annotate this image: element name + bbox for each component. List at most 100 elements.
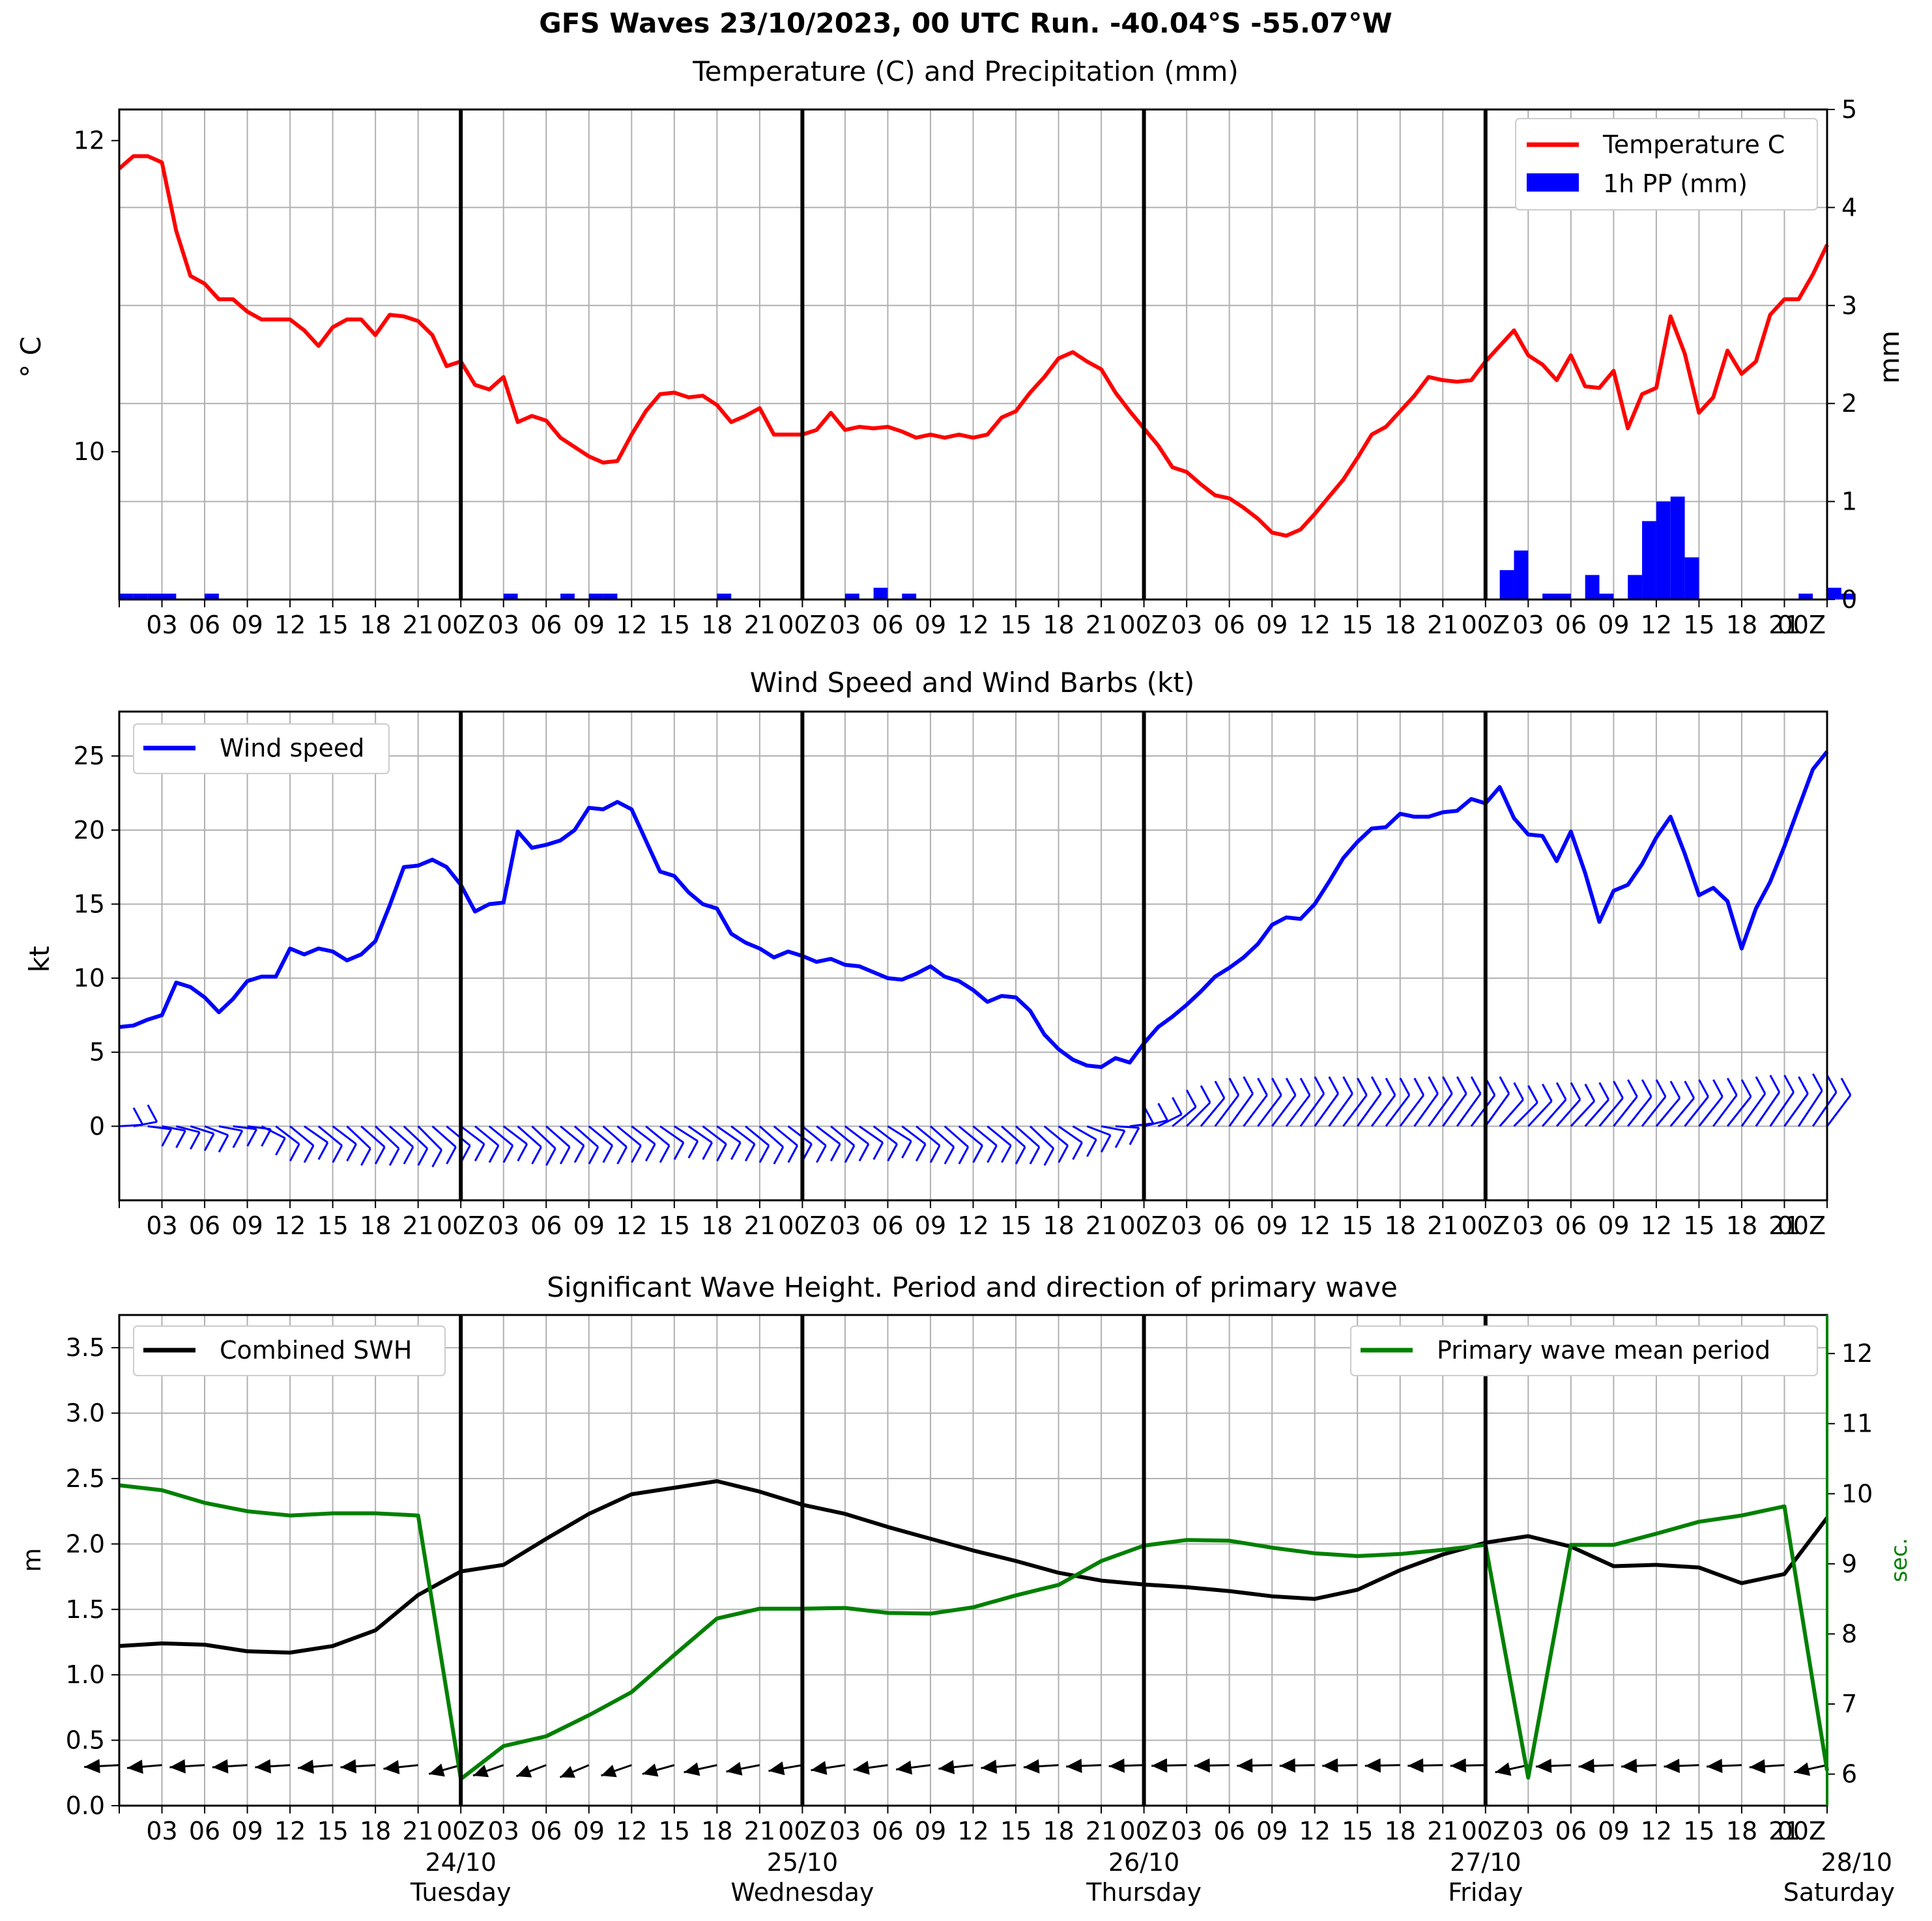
temperature-line-point — [218, 298, 220, 300]
x-tick-label: 15 — [659, 1211, 690, 1240]
x-tick-label: 12 — [957, 611, 988, 639]
period-line-point — [1783, 1506, 1785, 1507]
x-tick-label: 12 — [1641, 1817, 1672, 1845]
panel3-legend-period: Primary wave mean period — [1350, 1325, 1818, 1376]
swh-line-point — [1058, 1572, 1060, 1574]
wind-barb-shaft — [261, 1125, 286, 1139]
wind-barb-shaft — [716, 1125, 742, 1144]
wind-barb-shaft — [687, 1125, 713, 1144]
wind-speed-line-point — [1542, 835, 1543, 837]
wind-barb-shaft — [1442, 1093, 1467, 1127]
period-line-point — [588, 1714, 590, 1716]
wind-barb-flag — [730, 1142, 742, 1161]
wave-direction-head — [340, 1759, 357, 1774]
y-tick-label: 12 — [1841, 1339, 1873, 1368]
temperature-line-point — [1129, 411, 1131, 412]
wind-barb-flag — [431, 1149, 442, 1168]
y-tick-label: 3 — [1841, 291, 1857, 320]
precip-bar — [1585, 575, 1600, 599]
temperature-line-point — [1086, 361, 1088, 362]
wave-direction-head — [1108, 1758, 1125, 1773]
x-tick-label: 09 — [573, 1211, 605, 1240]
panel1-axes: 03 06 09 12 15 18 21 00Z 03 06 09 12 15 18 21 00Z 03 06 09… — [74, 95, 1858, 639]
x-tick-label: 18 — [360, 1817, 391, 1845]
x-tick-label: 03 — [1512, 611, 1544, 639]
temperature-line-point — [1357, 457, 1358, 459]
period-line-point — [545, 1736, 547, 1737]
x-tick-label: 21 — [1427, 611, 1458, 639]
wind-barb-shaft — [1527, 1100, 1553, 1127]
precip-bar — [162, 593, 177, 599]
wind-barb-flag — [531, 1146, 542, 1164]
wind-barb-flag — [1328, 1076, 1340, 1095]
x-tick-label: 15 — [1342, 1211, 1373, 1240]
wind-barb-flag — [1456, 1076, 1467, 1095]
wind-barb-flag — [1172, 1097, 1183, 1115]
x-tick-label: 18 — [1385, 1211, 1416, 1240]
temperature-line-point — [844, 429, 846, 431]
wind-speed-line-point — [332, 951, 334, 952]
temperature-line-point — [332, 326, 334, 328]
temperature-line-point — [1783, 298, 1785, 300]
x-tick-label: 09 — [231, 611, 263, 639]
wind-speed-line-point — [1157, 1026, 1159, 1028]
wind-barb-flag — [1570, 1082, 1581, 1101]
wind-speed-line-point — [375, 940, 376, 942]
wind-barb-shaft — [133, 1121, 158, 1127]
x-tick-label: 09 — [1598, 1817, 1629, 1845]
wind-speed-line-point — [1670, 816, 1671, 817]
day-date-label: 24/10 — [425, 1848, 497, 1877]
wind-speed-line-point — [844, 964, 846, 966]
wave-direction-head — [560, 1766, 575, 1778]
wind-barb-shaft — [218, 1125, 243, 1132]
wind-barb-shaft — [1299, 1093, 1325, 1127]
y-tick-label: 1.5 — [66, 1595, 105, 1624]
temperature-line-point — [403, 316, 405, 317]
wind-barb-flag — [844, 1145, 856, 1163]
x-tick-label: 09 — [573, 1817, 605, 1845]
swh-line-point — [1527, 1535, 1529, 1537]
wave-direction-head — [1450, 1758, 1467, 1773]
wind-barb-shaft — [332, 1125, 357, 1145]
temperature-series — [118, 154, 1829, 538]
wind-speed-line-point — [1385, 826, 1387, 828]
x-tick-label: 12 — [1641, 611, 1672, 639]
wind-speed-line-point — [631, 809, 632, 810]
swh-line-point — [1314, 1598, 1316, 1600]
wave-direction-head — [642, 1763, 659, 1777]
x-tick-label: 15 — [317, 1817, 348, 1845]
wind-barb-shaft — [1200, 1097, 1226, 1127]
wind-barb-shaft — [872, 1125, 898, 1145]
wind-speed-line-point — [147, 1019, 149, 1020]
panel2-legend: Wind speed — [133, 723, 390, 774]
wind-barb-flag — [1185, 1090, 1197, 1108]
wind-barb-shaft — [645, 1125, 670, 1147]
precip-bar — [503, 593, 518, 599]
wind-barb-flag — [915, 1143, 927, 1162]
wind-barb-flag — [332, 1145, 343, 1163]
x-tick-label: 00Z — [1119, 611, 1168, 639]
x-tick-label: 09 — [915, 611, 946, 639]
wind-barb-shaft — [1470, 1094, 1496, 1127]
wind-barb-flag — [502, 1145, 514, 1163]
wind-speed-line-point — [730, 933, 732, 934]
wind-speed-line-point — [688, 891, 689, 893]
wind-barb-flag — [929, 1145, 941, 1163]
temperature-line-point — [1172, 467, 1173, 468]
x-tick-label: 12 — [616, 611, 647, 639]
precip-bar — [119, 593, 134, 599]
wind-barb-shaft — [730, 1125, 756, 1145]
precip-bar — [1557, 593, 1571, 599]
wind-barb-shaft — [1101, 1125, 1125, 1132]
wind-barb-shaft — [190, 1125, 214, 1135]
y-tick-label: 0 — [1841, 585, 1857, 614]
wind-barb-shaft — [844, 1125, 869, 1145]
x-tick-label: 12 — [1299, 611, 1331, 639]
wind-barb-flag — [1712, 1079, 1723, 1097]
x-tick-label: 15 — [659, 611, 690, 639]
wind-barb-shaft — [1342, 1094, 1368, 1127]
wave-direction-head — [1407, 1758, 1424, 1773]
x-tick-label: 06 — [1213, 1211, 1245, 1240]
temperature-line-point — [1570, 354, 1572, 356]
